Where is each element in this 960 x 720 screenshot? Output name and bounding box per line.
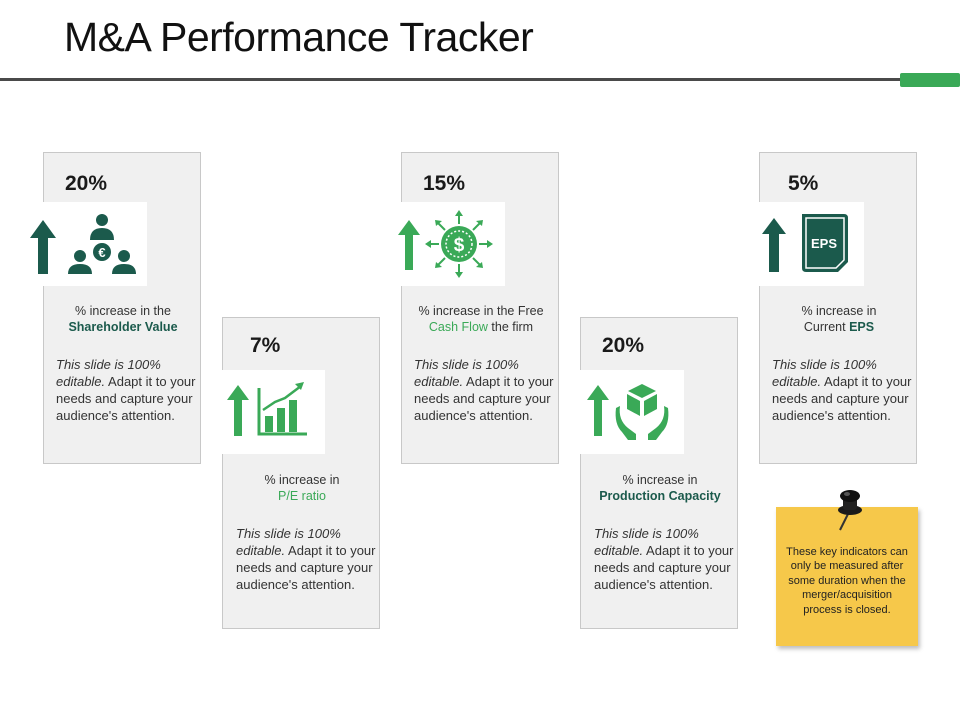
cash-flow-dollar-icon: $	[387, 202, 505, 286]
eps-document-icon: EPS	[746, 202, 864, 286]
metric-description: This slide is 100% editable. Adapt it to…	[772, 357, 912, 423]
metric-card-cash-flow: 15% % increase in the Free Cash Flow the…	[401, 152, 559, 464]
metric-caption: % increase in Current EPS	[801, 304, 877, 334]
metric-percent: 15%	[423, 172, 466, 195]
caption-highlight: Cash Flow	[428, 320, 488, 334]
sticky-note-text: These key indicators can only be measure…	[786, 546, 908, 616]
production-capacity-icon	[566, 370, 684, 454]
metric-description: This slide is 100% editable. Adapt it to…	[236, 526, 376, 592]
eps-label: EPS	[811, 236, 837, 251]
metric-percent: 7%	[250, 334, 281, 357]
metric-card-shareholder-value: 20% % increase in the Shareholder Value …	[43, 152, 201, 464]
caption-highlight: Production Capacity	[599, 489, 721, 503]
metric-description: This slide is 100% editable. Adapt it to…	[414, 357, 554, 423]
svg-text:$: $	[454, 235, 465, 256]
accent-bar	[900, 73, 960, 87]
metric-caption: % increase in P/E ratio	[264, 473, 340, 503]
pe-ratio-chart-icon	[207, 370, 325, 454]
euro-symbol: €	[98, 245, 105, 260]
caption-highlight: P/E ratio	[278, 489, 326, 503]
page-title: M&A Performance Tracker	[64, 14, 534, 60]
metric-caption: % increase in Production Capacity	[599, 473, 721, 503]
metric-card-eps: 5% % increase in Current EPS This slide …	[759, 152, 917, 464]
push-pin-icon	[838, 490, 862, 531]
metric-description: This slide is 100% editable. Adapt it to…	[594, 526, 734, 592]
metric-caption: % increase in the Free Cash Flow the fir…	[418, 304, 544, 334]
shareholder-value-icon: €	[29, 202, 147, 286]
caption-highlight: EPS	[849, 320, 875, 334]
metric-percent: 5%	[788, 172, 819, 195]
caption-highlight: Shareholder Value	[68, 320, 178, 334]
metric-percent: 20%	[602, 334, 645, 357]
title-divider	[0, 78, 904, 81]
metric-caption: % increase in the Shareholder Value	[68, 304, 178, 334]
metric-description: This slide is 100% editable. Adapt it to…	[56, 357, 196, 423]
metric-card-production-capacity: 20% % increase in Production Capacity Th…	[580, 317, 738, 629]
metric-percent: 20%	[65, 172, 108, 195]
metric-card-pe-ratio: 7% % increase in P/E ratio This slide is…	[222, 317, 380, 629]
sticky-note: These key indicators can only be measure…	[776, 507, 918, 646]
